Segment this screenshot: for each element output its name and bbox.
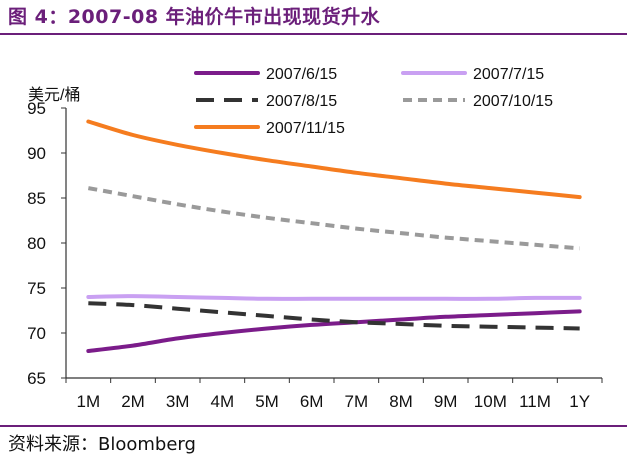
y-tick-label: 80 (27, 234, 46, 253)
x-tick-label: 3M (166, 392, 190, 411)
source-note: 资料来源：Bloomberg (8, 434, 196, 455)
series-line-2007-6-15 (86, 309, 582, 353)
legend-label: 2007/7/15 (473, 66, 544, 83)
x-tick-label: 1Y (569, 392, 590, 411)
x-tick-label: 5M (255, 392, 279, 411)
legend-label: 2007/6/15 (266, 66, 337, 83)
x-tick-label: 7M (345, 392, 369, 411)
legend-label: 2007/11/15 (266, 120, 345, 137)
y-tick-label: 75 (27, 279, 46, 298)
series-line-2007-7-15 (86, 294, 582, 301)
x-tick-label: 4M (211, 392, 235, 411)
series-line-2007-8-15 (88, 301, 580, 331)
legend-label: 2007/10/15 (473, 93, 553, 110)
figure-title: 图 4：2007-08 年油价牛市出现现货升水 (8, 6, 381, 28)
x-tick-label: 2M (121, 392, 145, 411)
y-axis-ticks: 65 70 75 80 85 90 95 (27, 99, 66, 388)
footer-divider (0, 425, 627, 427)
x-tick-label: 11M (519, 392, 551, 411)
y-tick-label: 85 (27, 189, 46, 208)
y-tick-label: 90 (27, 144, 46, 163)
x-tick-label: 1M (77, 392, 101, 411)
x-tick-label: 9M (434, 392, 458, 411)
x-tick-label: 10M (474, 392, 507, 411)
series-lines (86, 119, 582, 353)
y-tick-label: 65 (27, 369, 46, 388)
title-divider (0, 33, 627, 35)
x-axis-ticks: 1M 2M 3M 4M 5M 6M 7M 8M 9M 10M 11M 1Y (65, 378, 603, 411)
x-tick-label: 8M (389, 392, 413, 411)
y-tick-label: 95 (27, 99, 46, 118)
series-line-2007-11-15 (86, 119, 582, 200)
chart-legend: 2007/6/15 2007/7/15 2007/8/15 2007/10/15 200… (194, 66, 553, 137)
series-line-2007-10-15 (87, 186, 580, 251)
y-tick-label: 70 (27, 324, 46, 343)
y-axis-unit-label: 美元/桶 (28, 86, 80, 104)
legend-label: 2007/8/15 (266, 93, 337, 110)
x-tick-label: 6M (300, 392, 324, 411)
